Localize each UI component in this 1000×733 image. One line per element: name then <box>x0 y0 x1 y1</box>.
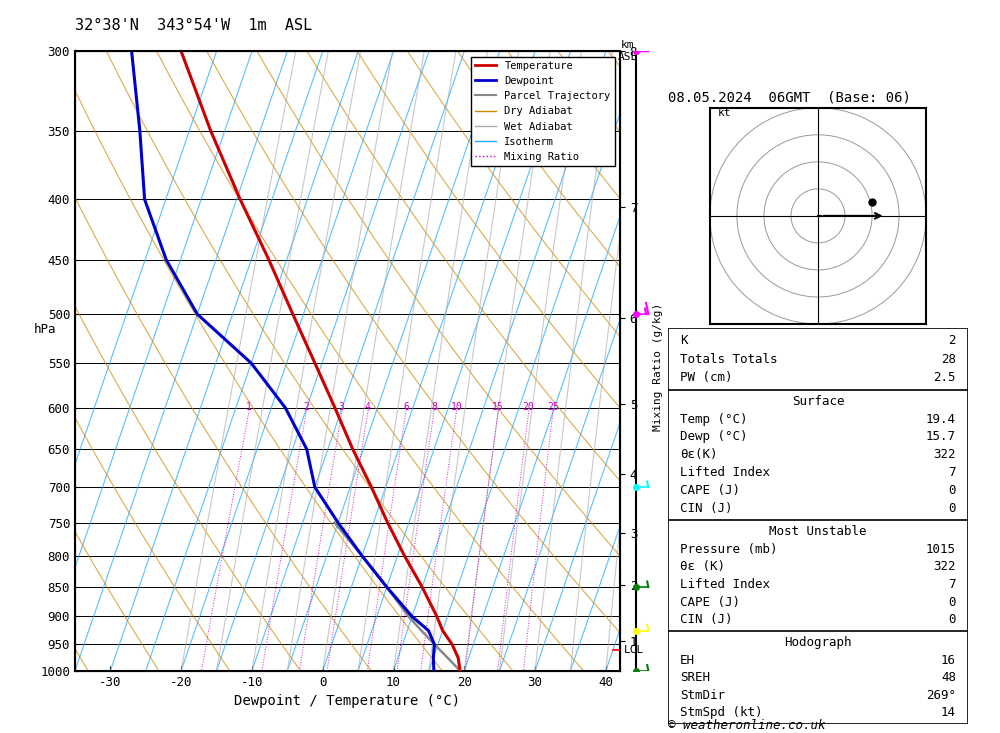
Text: Temp (°C): Temp (°C) <box>680 413 748 426</box>
Text: 269°: 269° <box>926 689 956 701</box>
Text: EH: EH <box>680 654 695 667</box>
Text: 3: 3 <box>339 402 345 412</box>
Text: 7: 7 <box>948 578 956 591</box>
Text: 0: 0 <box>948 484 956 497</box>
Text: Dewp (°C): Dewp (°C) <box>680 430 748 443</box>
Text: Mixing Ratio (g/kg): Mixing Ratio (g/kg) <box>653 303 663 430</box>
Text: 10: 10 <box>450 402 462 412</box>
Text: 2: 2 <box>303 402 309 412</box>
Text: 0: 0 <box>948 501 956 515</box>
Text: CAPE (J): CAPE (J) <box>680 596 740 608</box>
Text: CAPE (J): CAPE (J) <box>680 484 740 497</box>
Text: 25: 25 <box>547 402 559 412</box>
Text: StmSpd (kt): StmSpd (kt) <box>680 707 763 719</box>
Text: 19.4: 19.4 <box>926 413 956 426</box>
Text: Lifted Index: Lifted Index <box>680 466 770 479</box>
Text: SREH: SREH <box>680 671 710 684</box>
Text: kt: kt <box>718 108 731 118</box>
Text: LCL: LCL <box>624 645 644 655</box>
Legend: Temperature, Dewpoint, Parcel Trajectory, Dry Adiabat, Wet Adiabat, Isotherm, Mi: Temperature, Dewpoint, Parcel Trajectory… <box>471 56 615 166</box>
Text: 322: 322 <box>934 560 956 573</box>
Text: 48: 48 <box>941 671 956 684</box>
Text: 7: 7 <box>948 466 956 479</box>
Text: Lifted Index: Lifted Index <box>680 578 770 591</box>
Text: θε (K): θε (K) <box>680 560 725 573</box>
Text: 1015: 1015 <box>926 542 956 556</box>
Text: 14: 14 <box>941 707 956 719</box>
X-axis label: Dewpoint / Temperature (°C): Dewpoint / Temperature (°C) <box>234 694 461 708</box>
Text: CIN (J): CIN (J) <box>680 614 732 626</box>
Text: 08.05.2024  06GMT  (Base: 06): 08.05.2024 06GMT (Base: 06) <box>668 90 911 104</box>
Text: 0: 0 <box>948 596 956 608</box>
Text: Totals Totals: Totals Totals <box>680 353 778 366</box>
Text: PW (cm): PW (cm) <box>680 371 732 384</box>
Text: θε(K): θε(K) <box>680 449 718 461</box>
Text: 0: 0 <box>948 614 956 626</box>
Text: hPa: hPa <box>34 323 56 336</box>
Text: 2.5: 2.5 <box>934 371 956 384</box>
Text: CIN (J): CIN (J) <box>680 501 732 515</box>
Text: 15: 15 <box>492 402 504 412</box>
Text: 15.7: 15.7 <box>926 430 956 443</box>
Text: 4: 4 <box>365 402 371 412</box>
Text: Surface: Surface <box>792 395 844 408</box>
Text: 1: 1 <box>246 402 252 412</box>
Text: Most Unstable: Most Unstable <box>769 525 867 538</box>
Text: Hodograph: Hodograph <box>784 636 852 649</box>
Text: 2: 2 <box>948 334 956 347</box>
Text: 28: 28 <box>941 353 956 366</box>
Text: © weatheronline.co.uk: © weatheronline.co.uk <box>668 718 826 732</box>
Text: km
ASL: km ASL <box>618 40 638 62</box>
Text: Pressure (mb): Pressure (mb) <box>680 542 778 556</box>
Text: 322: 322 <box>934 449 956 461</box>
Text: 20: 20 <box>523 402 535 412</box>
Text: 32°38'N  343°54'W  1m  ASL: 32°38'N 343°54'W 1m ASL <box>75 18 312 33</box>
Text: 16: 16 <box>941 654 956 667</box>
Text: StmDir: StmDir <box>680 689 725 701</box>
Text: K: K <box>680 334 688 347</box>
Text: 8: 8 <box>431 402 437 412</box>
Text: 6: 6 <box>403 402 409 412</box>
